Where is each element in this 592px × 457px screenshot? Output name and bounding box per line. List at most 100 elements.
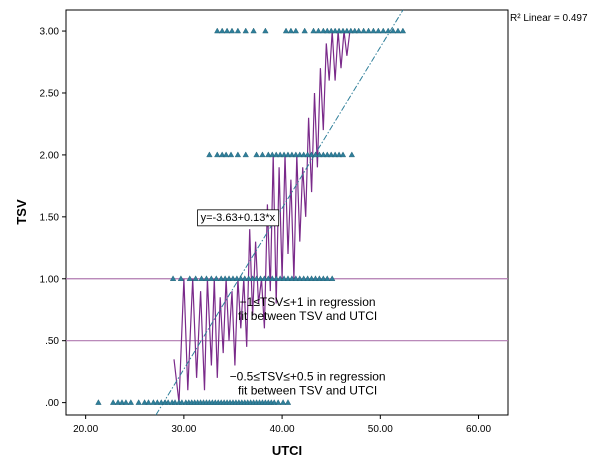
y-tick-label: 3.00 <box>40 27 60 38</box>
data-point <box>171 399 179 405</box>
r2-label: R² Linear = 0.497 <box>510 13 588 24</box>
y-tick-label: 1.50 <box>40 212 60 223</box>
data-point <box>288 151 296 158</box>
data-point <box>360 27 367 34</box>
data-point <box>312 275 319 281</box>
data-point <box>284 151 292 158</box>
data-point <box>276 151 284 158</box>
data-point <box>242 151 249 158</box>
data-point <box>265 275 272 281</box>
data-point <box>214 151 221 158</box>
annotations: −1≤TSV≤+1 in regression fit between TSV a… <box>230 295 386 397</box>
data-point <box>265 151 272 158</box>
data-point <box>365 27 372 34</box>
data-point <box>301 27 308 34</box>
data-point <box>328 151 335 158</box>
data-point <box>229 275 237 281</box>
data-point <box>122 399 130 405</box>
data-point <box>329 275 336 281</box>
x-tick-label: 60.00 <box>466 424 491 435</box>
data-point <box>304 151 311 158</box>
data-point <box>228 27 236 34</box>
data-point <box>227 151 235 158</box>
data-point <box>320 151 327 158</box>
data-point <box>273 151 280 158</box>
annotation-line: −1≤TSV≤+1 in regression <box>240 295 376 309</box>
data-point <box>214 27 221 34</box>
data-point <box>223 27 231 34</box>
data-point <box>233 275 241 281</box>
data-point <box>178 399 186 405</box>
data-point <box>169 275 177 281</box>
x-tick-label: 30.00 <box>171 424 196 435</box>
data-points <box>95 27 407 405</box>
data-point <box>213 275 220 281</box>
data-point <box>135 399 142 405</box>
profile-polyline <box>173 31 351 403</box>
annotation-line: fit between TSV and UTCI <box>238 309 377 323</box>
fit-line <box>155 9 404 416</box>
data-point <box>304 275 311 281</box>
equation-box: y=-3.63+0.13*x <box>197 209 280 227</box>
data-point <box>316 151 323 158</box>
data-point <box>287 27 295 34</box>
data-point <box>237 275 244 281</box>
data-point <box>284 399 292 405</box>
y-tick-label: .00 <box>45 398 59 409</box>
y-axis-title: TSV <box>14 199 29 225</box>
data-point <box>241 275 248 281</box>
equation-label: y=-3.63+0.13*x <box>201 212 276 224</box>
data-point <box>234 27 242 34</box>
data-point <box>347 27 354 34</box>
data-point <box>312 151 319 158</box>
data-point <box>355 27 362 34</box>
data-point <box>389 27 397 34</box>
data-point <box>343 27 351 34</box>
y-tick-label: 2.50 <box>40 88 60 99</box>
data-point <box>145 399 152 405</box>
profile-line <box>173 31 351 403</box>
x-tick-label: 50.00 <box>368 424 393 435</box>
data-point <box>324 27 331 34</box>
data-point <box>269 275 276 281</box>
data-point <box>276 275 284 281</box>
data-point <box>219 151 226 158</box>
data-point <box>351 27 358 34</box>
y-tick-label: 2.00 <box>40 150 60 161</box>
x-axis-ticks: 20.00 30.00 40.00 50.00 60.00 <box>73 415 491 435</box>
data-point <box>328 27 335 34</box>
data-point <box>335 151 343 158</box>
data-point <box>308 151 315 158</box>
data-point <box>186 275 193 281</box>
data-point <box>288 275 296 281</box>
data-point <box>192 275 199 281</box>
data-point <box>375 27 382 34</box>
data-point <box>324 151 331 158</box>
data-point <box>296 151 303 158</box>
data-point <box>245 275 252 281</box>
data-point <box>198 275 205 281</box>
data-point <box>158 399 165 405</box>
data-point <box>250 27 257 34</box>
data-point <box>320 275 327 281</box>
data-point <box>234 151 242 158</box>
data-point <box>339 27 347 34</box>
annotation-text: −1≤TSV≤+1 in regression fit between TSV a… <box>238 295 377 323</box>
data-point <box>282 27 290 34</box>
data-point <box>218 275 225 281</box>
data-point <box>331 151 339 158</box>
data-point <box>370 27 377 34</box>
data-point <box>385 27 392 34</box>
data-point <box>261 275 268 281</box>
data-point <box>339 151 347 158</box>
data-point <box>141 399 148 405</box>
data-point <box>242 27 249 34</box>
x-tick-label: 40.00 <box>270 424 295 435</box>
data-point <box>259 151 266 158</box>
data-point <box>249 275 256 281</box>
data-point <box>203 275 210 281</box>
y-axis-ticks: .00 .50 1.00 1.50 2.00 2.50 3.00 <box>40 27 66 409</box>
x-tick-label: 20.00 <box>73 424 98 435</box>
data-point <box>394 27 402 34</box>
